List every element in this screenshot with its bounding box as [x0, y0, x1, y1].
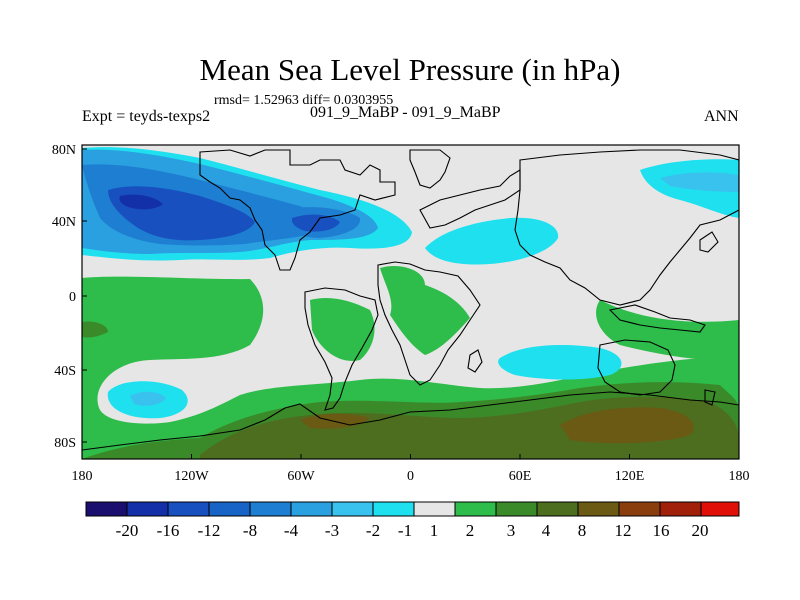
colorbar-swatch: [85, 501, 128, 517]
outline-indonesia: [608, 304, 706, 333]
field-lightblue-south-pacific: [130, 391, 166, 406]
x-tick-label: 60W: [287, 469, 315, 484]
colorbar-swatch: [290, 501, 333, 517]
field-green-tropical-east: [596, 300, 739, 361]
field-cyan-indian: [498, 345, 622, 380]
continent-outlines: [82, 149, 739, 451]
season-label: ANN: [704, 108, 739, 125]
outline-south-america: [304, 287, 379, 411]
experiment-label: Expt = teyds-texps2: [82, 108, 211, 125]
field-green-south-america: [310, 298, 375, 361]
colorbar-swatch: [372, 501, 415, 517]
colorbar-swatch: [208, 501, 251, 517]
y-tick-label: 0: [69, 290, 76, 305]
colorbar-swatch: [495, 501, 538, 517]
colorbar-label: -12: [198, 521, 221, 540]
colorbar-label: 8: [578, 521, 587, 540]
field-brown: [560, 407, 694, 444]
colorbar-label: 16: [653, 521, 670, 540]
field-green-africa: [380, 265, 470, 355]
outline-north-america: [199, 149, 396, 271]
colorbar-label: 3: [507, 521, 516, 540]
colorbar-swatch: [577, 501, 620, 517]
colorbar-swatch: [126, 501, 169, 517]
field-cyan-north-atlantic: [425, 217, 559, 265]
colorbar-label: 12: [615, 521, 632, 540]
x-tick-label: 60E: [509, 469, 532, 484]
colorbar-swatch: [167, 501, 210, 517]
colorbar-labels: -20 -16 -12 -8 -4 -3 -2 -1 1 2 3 4 8 12 …: [116, 521, 709, 540]
x-tick-label: 120W: [174, 469, 209, 484]
y-tick-label: 80N: [52, 143, 76, 158]
colorbar-label: -2: [366, 521, 380, 540]
colorbar: [85, 501, 740, 517]
axes: 180 120W 60W 0 60E 120E 180 80N 40N 0 40…: [52, 143, 750, 484]
outline-japan: [699, 231, 719, 253]
colorbar-label: -16: [157, 521, 180, 540]
period-label: 091_9_MaBP - 091_9_MaBP: [310, 104, 501, 121]
colorbar-label: -3: [325, 521, 339, 540]
outline-antarctica: [82, 391, 739, 451]
x-tick-label: 0: [407, 469, 414, 484]
field-deep-north: [119, 194, 163, 210]
colorbar-label: -20: [116, 521, 139, 540]
colorbar-swatch: [454, 501, 497, 517]
outline-madagascar: [467, 349, 483, 373]
field-dkgreen: [82, 321, 108, 338]
outline-new-zealand: [704, 389, 716, 406]
x-tick-label: 180: [72, 469, 93, 484]
colorbar-label: -4: [284, 521, 299, 540]
x-tick-label: 180: [729, 469, 750, 484]
stats-label: rmsd= 1.52963 diff= 0.0303955: [214, 93, 394, 108]
colorbar-label: 20: [692, 521, 709, 540]
outline-asia: [514, 149, 739, 306]
colorbar-swatch: [331, 501, 374, 517]
colorbar-label: 2: [466, 521, 475, 540]
colorbar-label: 4: [542, 521, 551, 540]
y-tick-label: 40N: [52, 215, 76, 230]
colorbar-swatch: [618, 501, 661, 517]
colorbar-swatch: [249, 501, 292, 517]
colorbar-swatch: [413, 501, 456, 517]
outline-australia: [597, 339, 676, 396]
y-tick-label: 40S: [54, 364, 76, 379]
colorbar-label: 1: [430, 521, 439, 540]
colorbar-swatch: [536, 501, 579, 517]
colorbar-label: -8: [243, 521, 257, 540]
outline-africa: [377, 261, 481, 386]
colorbar-label: -1: [398, 521, 412, 540]
chart-title: Mean Sea Level Pressure (in hPa): [199, 52, 621, 87]
x-tick-label: 120E: [615, 469, 645, 484]
pressure-field: [82, 145, 739, 459]
outline-greenland: [409, 149, 451, 189]
y-tick-label: 80S: [54, 436, 76, 451]
field-lightblue-arctic: [660, 172, 739, 192]
colorbar-swatch: [700, 501, 740, 517]
colorbar-swatch: [659, 501, 702, 517]
